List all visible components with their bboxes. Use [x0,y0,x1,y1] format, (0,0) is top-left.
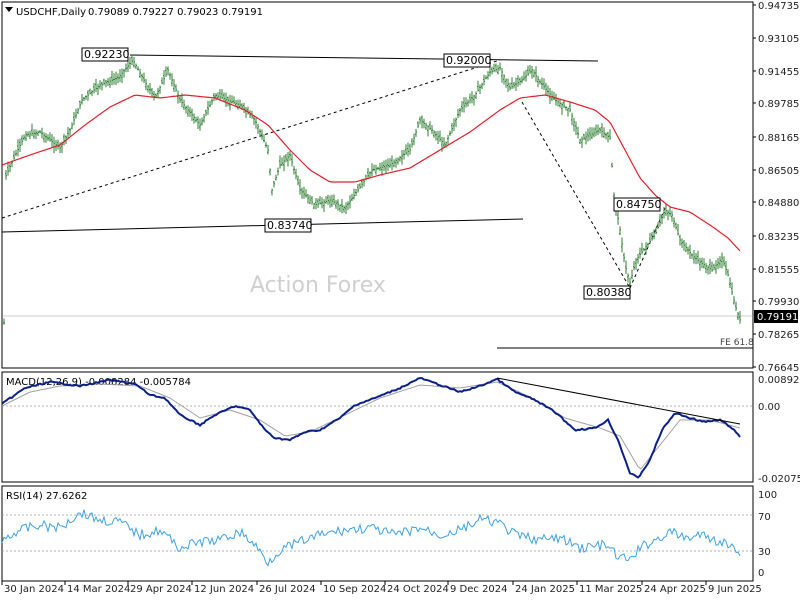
svg-text:0.92000: 0.92000 [446,54,492,67]
price-tick-label: 0.81555 [758,265,799,276]
svg-text:0.79191: 0.79191 [757,312,798,323]
price-tick-label: 0.94735 [758,1,799,12]
current-price-badge: 0.79191 [754,310,798,323]
lower-trendline [1,218,524,233]
rsi-panel-frame [1,485,754,582]
price-tick-label: 0.93105 [758,34,799,45]
x-tick-label: 14 Mar 2024 [67,584,130,595]
macd-y-axis: 0.008923 0.00 -0.020759 [758,375,800,485]
x-tick-label: 24 Apr 2025 [644,584,706,595]
rsi-y-axis: 100 70 30 0 [758,490,777,579]
price-tick-label: 0.83235 [758,232,799,243]
rsi-tick-label: 70 [758,512,771,523]
rsi-line [1,509,741,567]
annotation-84750: 0.84750 [613,197,662,212]
price-tick-label: 0.86505 [758,166,799,177]
macd-panel-frame [1,371,754,483]
svg-text:0.84750: 0.84750 [616,198,662,211]
annotation-92230: 0.92230 [81,47,130,62]
macd-tick-label: -0.020759 [758,474,800,485]
x-tick-label: 11 Mar 2025 [579,584,642,595]
price-tick-label: 0.89785 [758,99,799,110]
x-axis: 30 Jan 2024 14 Mar 2024 29 Apr 2024 12 Jun … [1,581,762,595]
rsi-header: RSI(14) 27.6262 [6,491,87,502]
price-tick-label: 0.84880 [758,198,799,209]
macd-tick-label: 0.00 [758,402,780,413]
annotation-83740: 0.83740 [264,218,313,233]
price-tick-label: 0.78265 [758,330,799,341]
x-tick-label: 10 Sep 2024 [323,584,386,595]
symbol-label: USDCHF,Daily [16,7,86,18]
x-tick-label: 24 Oct 2024 [387,584,449,595]
x-tick-label: 26 Jul 2024 [259,584,316,595]
watermark-text: Action Forex [250,273,386,298]
fe-label: FE 61.8 [720,338,754,348]
annotation-80380: 0.80380 [583,285,632,300]
price-panel-frame [1,1,754,369]
price-tick-label: 0.76645 [758,363,799,374]
x-tick-label: 9 Jun 2025 [708,584,762,595]
macd-signal-line [1,381,741,470]
x-tick-label: 9 Dec 2024 [450,584,508,595]
rsi-tick-label: 0 [758,568,764,579]
rsi-tick-label: 100 [758,490,777,501]
ohlc-label: 0.79089 0.79227 0.79023 0.79191 [88,7,263,18]
macd-trendline [496,377,741,425]
chart-header: USDCHF,Daily 0.79089 0.79227 0.79023 0.7… [5,7,263,18]
x-tick-label: 29 Apr 2024 [130,584,192,595]
upper-trendline [129,54,599,62]
x-tick-label: 24 Jan 2025 [515,584,575,595]
macd-line [1,377,741,479]
price-tick-label: 0.79930 [758,297,799,308]
price-bars [3,54,741,325]
price-y-axis: 0.94735 0.93105 0.91455 0.89785 0.88165 0.865… [753,1,799,374]
macd-tick-label: 0.008923 [758,375,800,386]
svg-text:0.83740: 0.83740 [267,219,313,232]
svg-text:0.80380: 0.80380 [586,286,632,299]
price-tick-label: 0.91455 [758,67,799,78]
svg-text:0.92230: 0.92230 [84,48,130,61]
dashed-channel-line [1,59,501,219]
x-tick-label: 12 Jun 2024 [194,584,254,595]
annotation-92000: 0.92000 [443,53,492,68]
price-tick-label: 0.88165 [758,133,799,144]
sma-line [1,94,741,252]
header-triangle-icon [5,7,13,12]
rsi-tick-label: 30 [758,547,771,558]
x-tick-label: 30 Jan 2024 [4,584,64,595]
